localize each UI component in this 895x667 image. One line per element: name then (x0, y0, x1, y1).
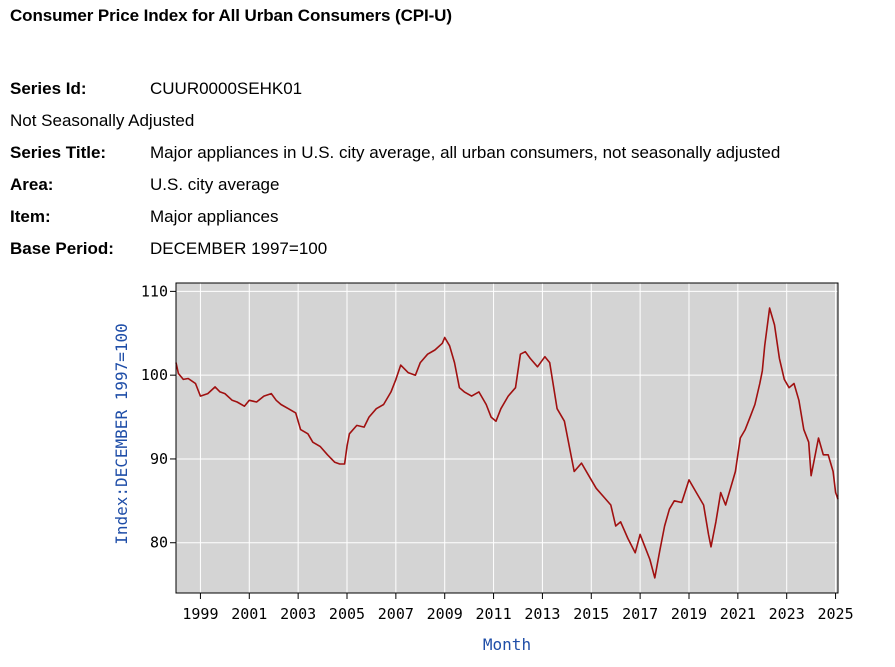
y-tick-label: 90 (150, 450, 168, 468)
y-tick-label: 110 (141, 282, 168, 300)
page-title: Consumer Price Index for All Urban Consu… (10, 6, 452, 25)
series-title-value: Major appliances in U.S. city average, a… (150, 143, 781, 162)
area-label: Area: (10, 175, 54, 194)
x-tick-label: 2009 (427, 605, 463, 623)
series-id-value: CUUR0000SEHK01 (150, 79, 303, 98)
y-axis: 80 90 100 110 (141, 282, 176, 552)
x-tick-label: 2001 (231, 605, 267, 623)
x-tick-label: 2017 (622, 605, 658, 623)
x-tick-label: 2025 (817, 605, 853, 623)
plot-area (176, 283, 838, 593)
x-tick-label: 2013 (524, 605, 560, 623)
x-tick-label: 2023 (769, 605, 805, 623)
x-tick-label: 2015 (573, 605, 609, 623)
x-tick-label: 2011 (476, 605, 512, 623)
series-id-label: Series Id: (10, 79, 87, 98)
x-tick-label: 2021 (720, 605, 756, 623)
x-axis-title: Month (483, 635, 531, 654)
x-tick-label: 1999 (182, 605, 218, 623)
y-tick-label: 100 (141, 366, 168, 384)
plot-border (175, 282, 839, 594)
y-axis-title: Index:DECEMBER 1997=100 (112, 323, 131, 545)
adjustment-text: Not Seasonally Adjusted (10, 111, 195, 130)
area-value: U.S. city average (150, 175, 280, 194)
item-value: Major appliances (150, 207, 279, 226)
base-period-value: DECEMBER 1997=100 (150, 239, 328, 258)
x-tick-label: 2003 (280, 605, 316, 623)
item-label: Item: (10, 207, 51, 226)
x-tick-label: 2007 (378, 605, 414, 623)
x-axis: 1999 2001 2003 2005 2007 2009 2011 2013 2015 2017… (182, 593, 854, 623)
item-row: Item: Major appliances (10, 204, 780, 236)
series-line-major-appliances (175, 307, 839, 579)
base-period-label: Base Period: (10, 239, 114, 258)
area-row: Area: U.S. city average (10, 172, 780, 204)
y-tick-label: 80 (150, 534, 168, 552)
x-tick-label: 2005 (329, 605, 365, 623)
series-id-row: Series Id: CUUR0000SEHK01 (10, 76, 780, 108)
series-title-label: Series Title: (10, 143, 107, 162)
series-metadata: Series Id: CUUR0000SEHK01 Not Seasonally … (10, 76, 780, 268)
series-title-row: Series Title: Major appliances in U.S. ci… (10, 140, 780, 172)
x-tick-label: 2019 (671, 605, 707, 623)
base-period-row: Base Period: DECEMBER 1997=100 (10, 236, 780, 268)
grid-lines (176, 283, 838, 593)
